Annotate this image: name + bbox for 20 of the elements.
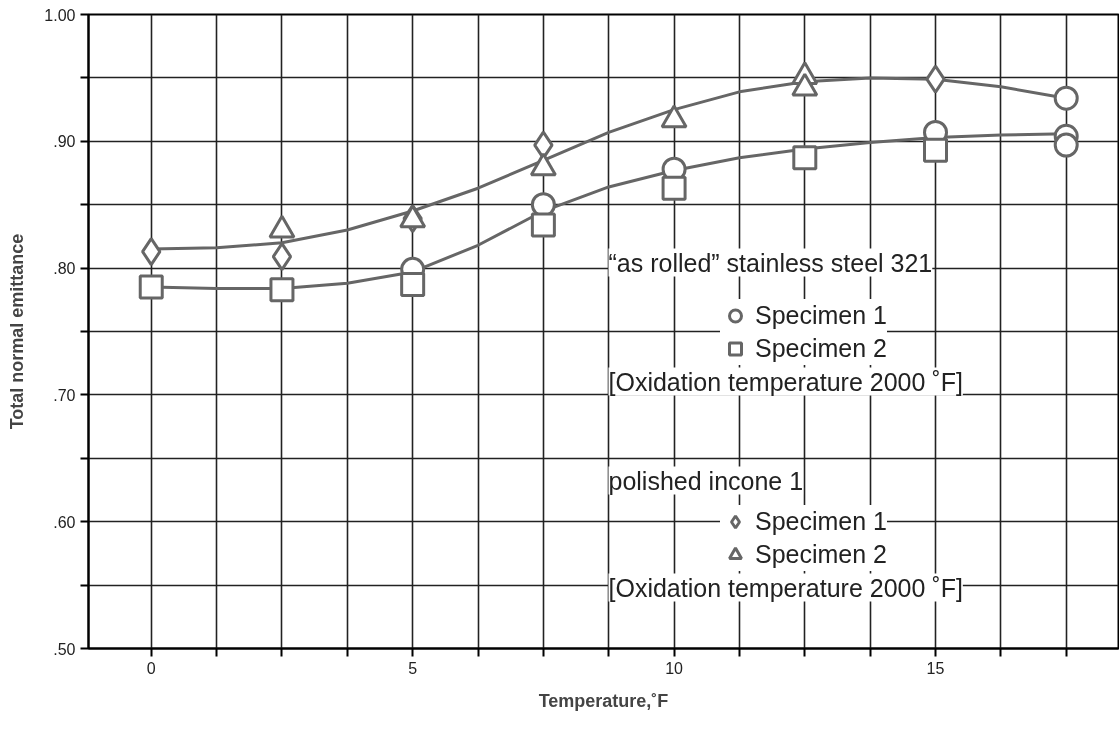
x-axis-title: Temperature,˚F (538, 690, 669, 711)
legend-label: Specimen 2 (755, 539, 888, 570)
x-tick-label: 5 (408, 659, 418, 677)
legend-label: Specimen 1 (755, 506, 888, 537)
x-tick-label: 0 (146, 659, 156, 677)
annotation: polished incone 1 (608, 466, 804, 495)
annotation: [Oxidation temperature 2000 ˚F] (608, 573, 963, 602)
legend-label: Specimen 2 (755, 333, 888, 364)
annotation: “as rolled” stainless steel 321 (608, 248, 933, 277)
annotation: [Oxidation temperature 2000 ˚F] (608, 367, 963, 396)
x-tick-label: 15 (926, 659, 945, 677)
y-tick-label: .50 (53, 640, 76, 658)
y-tick-label: .70 (53, 386, 76, 404)
y-tick-label: .80 (53, 260, 76, 278)
y-tick-label: 1.00 (44, 6, 76, 24)
y-tick-label: .60 (53, 513, 76, 531)
y-axis-title: Total normal emittance (7, 233, 28, 430)
legend-label: Specimen 1 (755, 300, 888, 331)
x-tick-label: 10 (665, 659, 684, 677)
y-tick-label: .90 (53, 133, 76, 151)
